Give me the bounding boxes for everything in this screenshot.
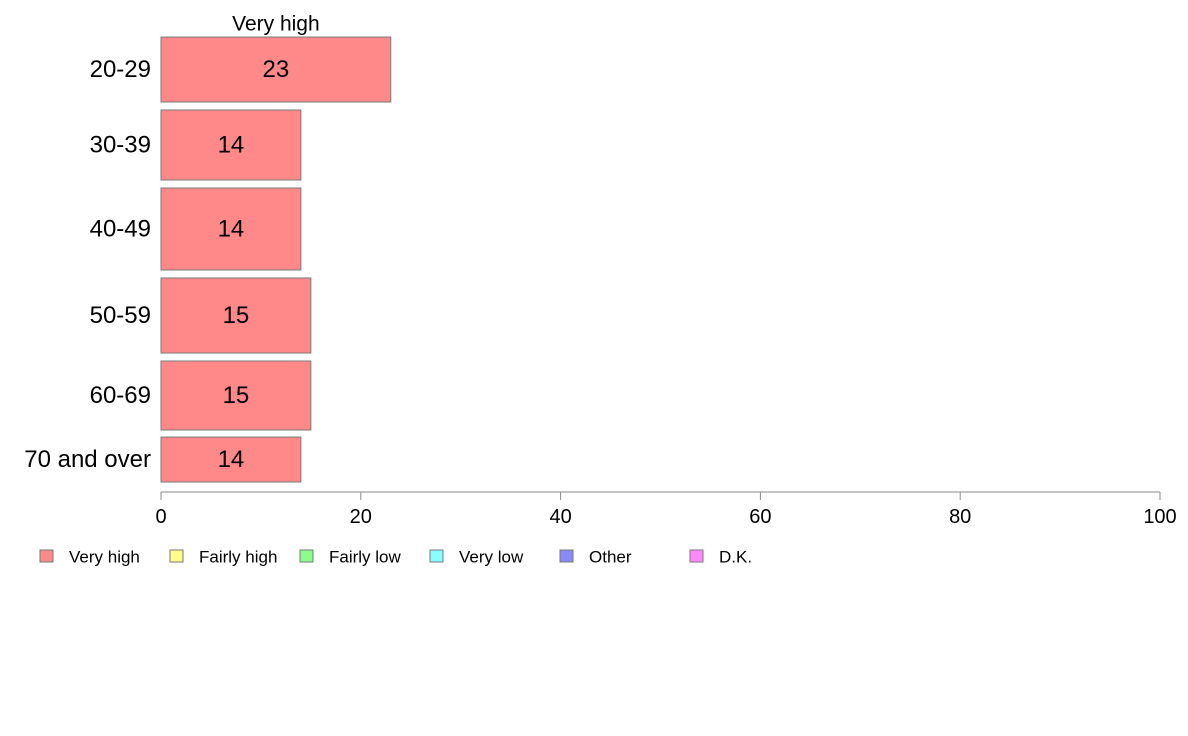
bar-value-label: 15 [223,382,250,409]
x-tick-label: 40 [549,506,571,528]
series-heading: Very high [232,13,320,36]
legend-item-label: Very low [459,548,524,567]
bar [160,360,312,431]
bars: 23 14 14 15 15 14 [160,36,392,483]
bar [160,36,392,103]
legend: Very high Fairly high Fairly low Very low Ot… [39,548,752,567]
category-label: 50-59 [90,302,151,329]
legend-item-label: Fairly high [199,548,277,567]
bar-value-label: 14 [218,132,245,159]
category-label: 20-29 [90,56,151,83]
category-label: 70 and over [24,446,151,473]
x-tick-label: 100 [1143,506,1176,528]
bar [160,109,302,181]
bar [160,436,302,483]
legend-swatch [299,549,314,563]
category-label: 60-69 [90,382,151,409]
legend-swatch [689,549,704,563]
series-headings: Very high [232,13,320,36]
bar-value-label: 15 [223,302,250,329]
legend-swatch [559,549,574,563]
x-tick-label: 80 [949,506,971,528]
legend-item-label: Other [589,548,632,567]
category-label: 40-49 [90,216,151,243]
x-tick-label: 0 [155,506,166,528]
legend-swatch [429,549,444,563]
bar-value-label: 14 [218,446,245,473]
bar-value-label: 23 [263,56,290,83]
category-label: 30-39 [90,132,151,159]
legend-swatch [169,549,184,563]
x-tick-label: 20 [350,506,372,528]
legend-item-label: Fairly low [329,548,402,567]
legend-swatch [39,549,54,563]
x-axis: 0 20 40 60 80 100 [155,491,1177,528]
x-tick-label: 60 [749,506,771,528]
legend-item-label: D.K. [719,548,752,567]
category-labels: 20-29 30-39 40-49 50-59 60-69 70 and over [24,56,151,473]
bar [160,277,312,354]
legend-item-label: Very high [69,548,140,567]
bar-value-label: 14 [218,216,245,243]
bar [160,187,302,271]
